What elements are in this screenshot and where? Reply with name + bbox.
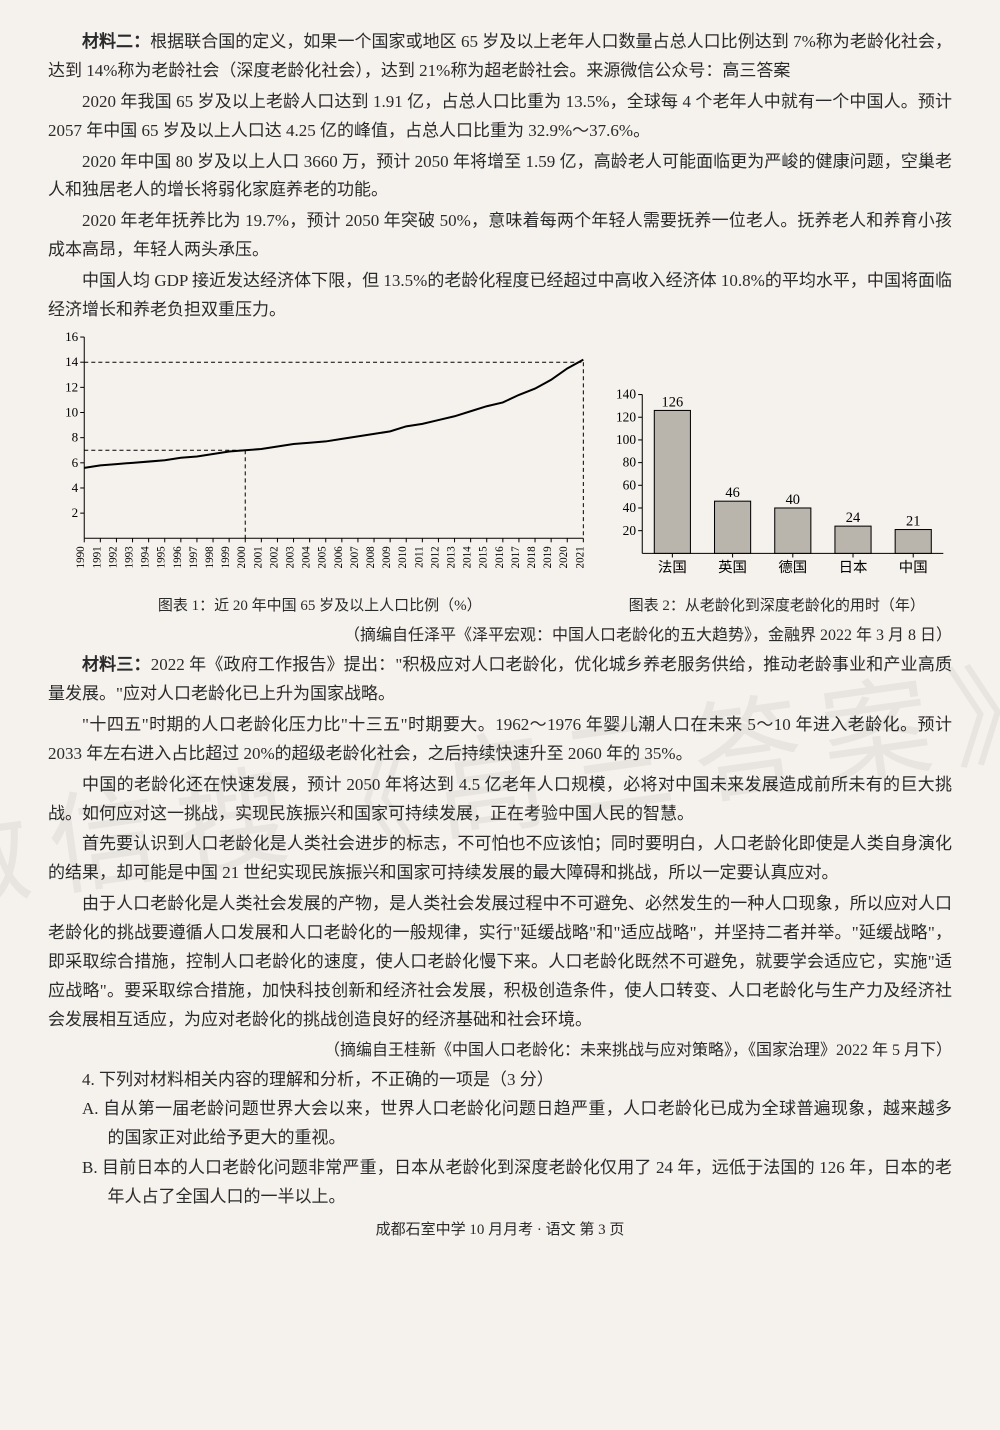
svg-text:2002: 2002	[268, 546, 280, 568]
svg-text:40: 40	[786, 492, 800, 508]
para2: 2020 年我国 65 岁及以上老龄人口达到 1.91 亿，占总人口比重为 13…	[48, 88, 952, 146]
svg-text:2009: 2009	[381, 546, 393, 569]
svg-text:1993: 1993	[124, 546, 136, 569]
para1-text: 根据联合国的定义，如果一个国家或地区 65 岁及以上老年人口数量占总人口比例达到…	[48, 32, 952, 80]
svg-text:2016: 2016	[494, 546, 506, 569]
para7: "十四五"时期的人口老龄化压力比"十三五"时期要大。1962～1976 年婴儿潮…	[48, 711, 952, 769]
question-4-opt-b: B. 目前日本的人口老龄化问题非常严重，日本从老龄化到深度老龄化仅用了 24 年…	[48, 1154, 952, 1212]
source1: （摘编自任泽平《泽平宏观：中国人口老龄化的五大趋势》，金融界 2022 年 3 …	[48, 622, 952, 649]
svg-text:80: 80	[623, 455, 637, 470]
svg-text:12: 12	[65, 379, 78, 394]
para-material3: 材料三：2022 年《政府工作报告》提出："积极应对人口老龄化，优化城乡养老服务…	[48, 651, 952, 709]
svg-text:1992: 1992	[107, 546, 119, 568]
svg-text:1995: 1995	[156, 546, 168, 569]
para5: 中国人均 GDP 接近发达经济体下限，但 13.5%的老龄化程度已经超过中高收入…	[48, 267, 952, 325]
svg-text:100: 100	[616, 432, 636, 447]
chart1-line: 2 4 6 8 10 12 14 16 1990 1991 1992 1993 1994 1995 1996…	[48, 331, 591, 592]
svg-text:2017: 2017	[510, 546, 522, 569]
para9: 首先要认识到人口老龄化是人类社会进步的标志，不可怕也不应该怕；同时要明白，人口老…	[48, 830, 952, 888]
para4: 2020 年老年抚养比为 19.7%，预计 2050 年突破 50%，意味着每两…	[48, 207, 952, 265]
question-4: 4. 下列对材料相关内容的理解和分析，不正确的一项是（3 分）	[48, 1066, 952, 1095]
svg-text:法国: 法国	[658, 559, 687, 576]
svg-text:21: 21	[906, 514, 920, 530]
svg-text:2005: 2005	[317, 546, 329, 569]
svg-text:10: 10	[65, 404, 79, 419]
svg-text:24: 24	[846, 510, 860, 526]
svg-text:60: 60	[623, 478, 637, 493]
svg-text:2011: 2011	[413, 546, 425, 568]
svg-text:2006: 2006	[333, 546, 345, 569]
svg-text:6: 6	[72, 455, 79, 470]
svg-text:14: 14	[65, 354, 79, 369]
question-4-opt-a: A. 自从第一届老龄问题世界大会以来，世界人口老龄化问题日趋严重，人口老龄化已成…	[48, 1095, 952, 1153]
svg-text:2018: 2018	[526, 546, 538, 569]
svg-text:1997: 1997	[188, 546, 200, 569]
svg-text:2007: 2007	[349, 546, 361, 569]
svg-text:2001: 2001	[252, 546, 264, 568]
material3-lead: 材料三：	[82, 655, 151, 674]
svg-text:2014: 2014	[462, 546, 474, 569]
svg-text:1998: 1998	[204, 546, 216, 569]
svg-text:1991: 1991	[91, 546, 103, 568]
svg-text:126: 126	[662, 395, 684, 411]
material2-lead: 材料二：	[82, 32, 150, 51]
svg-text:1990: 1990	[75, 546, 87, 569]
chart2-caption: 图表 2：从老龄化到深度老龄化的用时（年）	[601, 594, 952, 620]
svg-text:2004: 2004	[301, 546, 313, 569]
para8: 中国的老龄化还在快速发展，预计 2050 年将达到 4.5 亿老年人口规模，必将…	[48, 771, 952, 829]
svg-text:中国: 中国	[899, 559, 928, 576]
para6-text: 2022 年《政府工作报告》提出："积极应对人口老龄化，优化城乡养老服务供给，推…	[48, 655, 952, 703]
source2: （摘编自王桂新《中国人口老龄化：未来挑战与应对策略》，《国家治理》2022 年 …	[48, 1037, 952, 1064]
svg-text:2010: 2010	[397, 546, 409, 569]
svg-text:日本: 日本	[839, 559, 868, 576]
svg-text:140: 140	[616, 387, 636, 402]
svg-text:46: 46	[726, 485, 740, 501]
svg-text:2003: 2003	[285, 546, 297, 569]
svg-text:1994: 1994	[140, 546, 152, 569]
svg-text:2: 2	[72, 505, 79, 520]
svg-text:2000: 2000	[236, 546, 248, 569]
svg-text:4: 4	[72, 480, 79, 495]
svg-text:2013: 2013	[446, 546, 458, 569]
chart2-bar: 20 40 60 80 100 120 140 126 法国 46 英国 40 德国 24 日本 21 中国	[601, 376, 952, 592]
svg-text:1996: 1996	[172, 546, 184, 569]
svg-text:2019: 2019	[542, 546, 554, 569]
svg-text:2008: 2008	[365, 546, 377, 569]
svg-text:40: 40	[623, 500, 637, 515]
para3: 2020 年中国 80 岁及以上人口 3660 万，预计 2050 年将增至 1…	[48, 148, 952, 206]
caption-row: 图表 1：近 20 年中国 65 岁及以上人口比例（%） 图表 2：从老龄化到深…	[48, 594, 952, 620]
svg-text:8: 8	[72, 430, 79, 445]
svg-text:2021: 2021	[574, 546, 586, 568]
para-material2: 材料二：根据联合国的定义，如果一个国家或地区 65 岁及以上老年人口数量占总人口…	[48, 28, 952, 86]
charts-row: 2468101214161990199119921993199419951996…	[48, 331, 952, 592]
svg-text:2015: 2015	[478, 546, 490, 569]
svg-text:2012: 2012	[429, 546, 441, 568]
svg-text:2020: 2020	[558, 546, 570, 569]
svg-text:120: 120	[616, 410, 636, 425]
svg-text:20: 20	[623, 523, 637, 538]
svg-text:德国: 德国	[779, 559, 808, 576]
chart1-caption: 图表 1：近 20 年中国 65 岁及以上人口比例（%）	[48, 594, 591, 620]
svg-text:16: 16	[65, 331, 79, 344]
svg-text:1999: 1999	[220, 546, 232, 569]
para10: 由于人口老龄化是人类社会发展的产物，是人类社会发展过程中不可避免、必然发生的一种…	[48, 890, 952, 1034]
page-footer: 成都石室中学 10 月月考 · 语文 第 3 页	[48, 1218, 952, 1244]
svg-text:英国: 英国	[719, 558, 748, 576]
